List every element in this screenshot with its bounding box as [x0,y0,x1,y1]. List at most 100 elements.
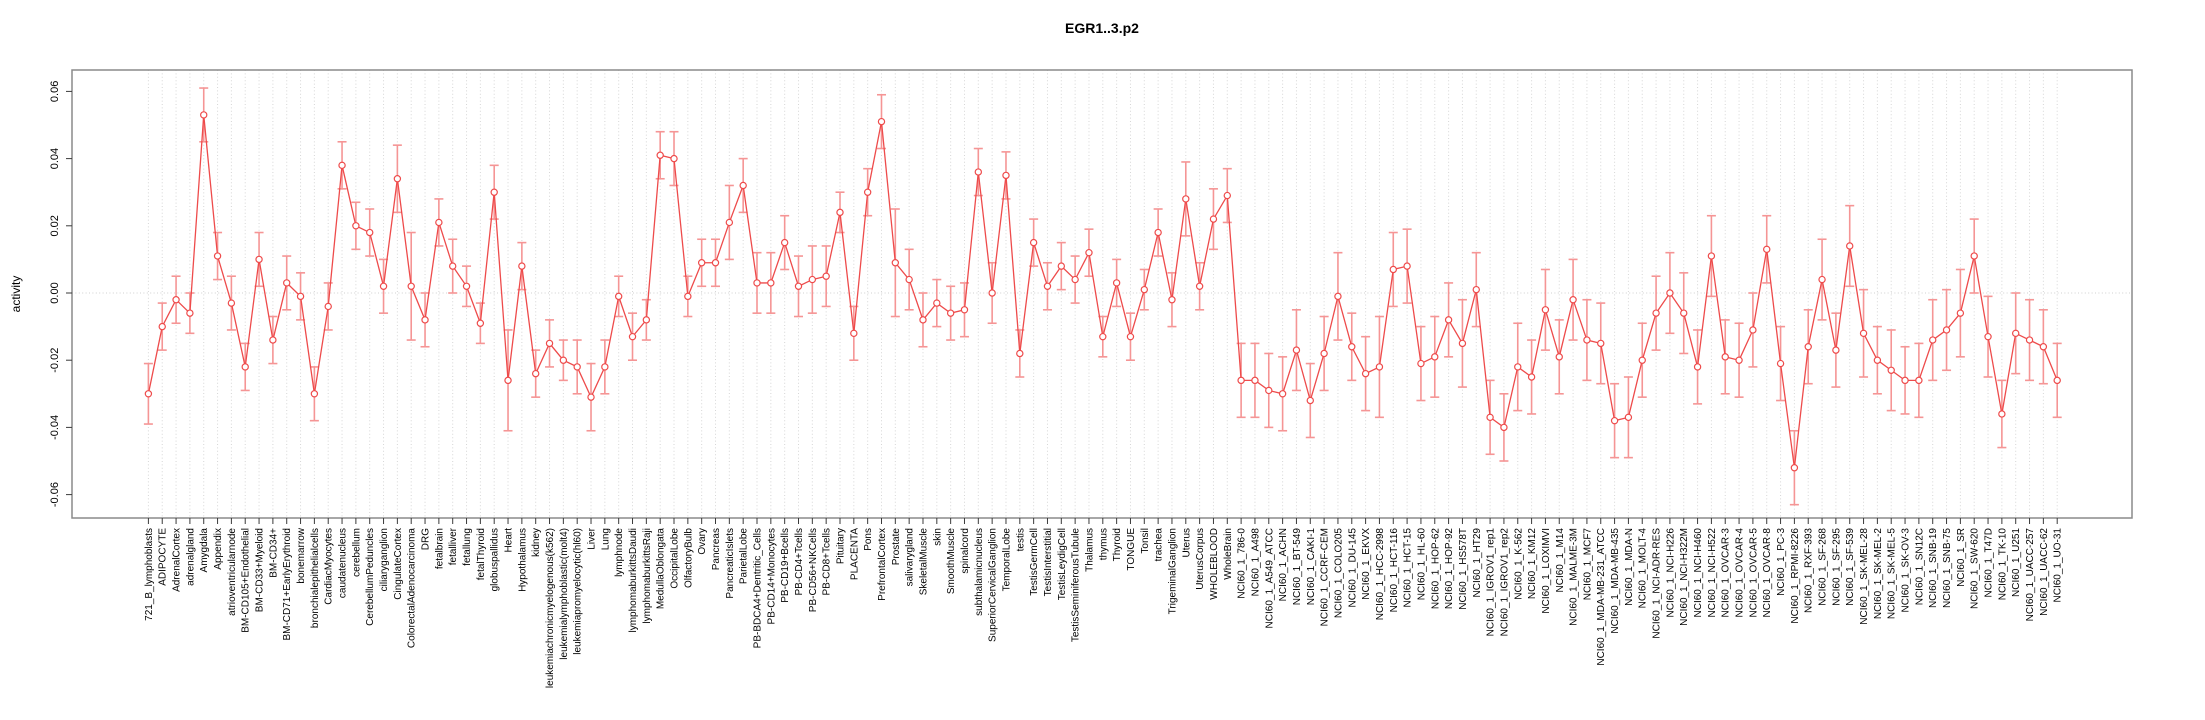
y-tick-label: 0.00 [49,282,61,303]
data-point [1776,359,1785,368]
y-tick-label: 0.02 [49,215,61,236]
data-point [974,168,983,176]
data-point [877,117,886,126]
x-tick-label: NCI60_1_OVCAR-5 [1748,528,1759,618]
data-point [504,376,512,385]
data-point [1693,363,1702,371]
x-tick-label: Prostate [891,528,902,566]
data-point [1569,296,1577,304]
x-tick-label: globuspallidus [490,528,501,591]
x-tick-label: NCI60_1_LOXIMVI [1541,528,1552,614]
x-tick-label: NCI60_1_PC-3 [1776,528,1787,596]
data-point [144,390,153,398]
data-point [988,289,996,297]
data-point [1970,252,1978,260]
data-point [1251,376,1259,385]
x-tick-label: OccipitalLobe [670,528,681,589]
x-tick-label: PB-BDCA4+Dentritic_Cells [753,528,764,648]
x-tick-label: skin [932,528,943,546]
data-point [1666,289,1674,297]
data-point [1016,349,1024,358]
x-tick-label: NCI60_1_786-0 [1237,528,1248,599]
data-point [476,319,485,327]
data-point [739,181,747,190]
data-point [1348,343,1356,351]
data-point [1527,373,1536,381]
x-tick-label: CardiacMyocytes [324,528,335,605]
data-point [573,363,581,371]
data-point [1887,366,1895,374]
data-point [794,282,803,290]
x-tick-label: NCI60_1_IGROV1_rep1 [1486,528,1497,637]
x-tick-label: NCI60_1_MDA-MB-435 [1610,528,1621,634]
data-point [1721,353,1729,361]
x-tick-label: Thalamus [1084,528,1095,572]
x-tick-label: PrefrontalCortex [877,528,888,601]
data-point [1859,329,1868,338]
x-tick-label: ParietalLobe [739,528,750,585]
data-point [808,275,817,284]
x-tick-label: cerebellum [351,528,362,577]
x-tick-label: NCI60_1_MDA-N [1624,528,1635,606]
data-point [200,111,208,119]
data-point [1334,292,1342,301]
x-tick-label: NCI60_1_HCT-15 [1403,528,1414,608]
x-tick-label: Amygdala [199,528,210,573]
x-tick-label: NCI60_1_TK-10 [1997,528,2008,601]
data-point [1541,306,1550,314]
data-point [407,282,415,290]
data-point [1929,336,1937,344]
data-point [1112,279,1121,287]
data-point [1763,245,1771,254]
plot-area [71,69,2133,519]
data-point [1846,242,1854,250]
x-tick-label: NCI60_1_UO-31 [2053,528,2064,603]
x-tick-label: spinalcord [960,528,971,574]
data-point [1168,296,1176,304]
data-point [1431,353,1439,361]
x-tick-label: caudatenucleus [338,528,349,598]
x-tick-label: NCI60_1_K-562 [1513,528,1524,600]
x-tick-label: WholeBrain [1223,528,1234,580]
x-tick-label: TrigeminalGanglion [1167,528,1178,614]
data-point [1638,356,1646,364]
gridlines [72,70,2132,518]
data-point [711,259,720,267]
x-tick-label: BM-CD105+Endothelial [241,528,252,633]
data-point [1680,309,1688,317]
data-point [1901,376,1909,385]
x-tick-label: NCI60_1_OVCAR-4 [1735,528,1746,618]
data-point [324,302,332,311]
x-tick-label: adrenalgland [185,528,196,586]
y-tick-label: 0.04 [49,148,61,169]
data-point [518,262,526,270]
x-tick-label: MedullaOblongata [656,528,667,610]
x-tick-label: BM-CD34+ [268,528,279,578]
data-point [1099,332,1107,341]
x-tick-label: Uterus [1181,528,1192,557]
x-tick-label: NCI60_1_OVCAR-3 [1721,528,1732,618]
x-tick-label: PLACENTA [849,528,860,580]
data-point [158,322,166,331]
x-tick-label: NCI60_1_HS578T [1458,528,1469,610]
data-point [1292,346,1301,354]
x-tick-label: PB-CD8+Tcells [822,528,833,596]
x-tick-label: NCI60_1_RPMI-8226 [1790,528,1801,624]
x-tick-label: Pons [863,528,874,551]
x-tick-label: BM-CD71+EarlyErythroid [282,528,293,641]
y-tick-label: -0.06 [49,482,61,507]
x-tick-label: NCI60_1_HOP-92 [1444,528,1455,610]
x-tick-label: NCI60_1_MALME-3M [1569,528,1580,626]
data-point [379,282,388,290]
x-tick-label: TestisGermCell [1029,528,1040,596]
x-tick-label: NCI60_1_ACHN [1278,528,1289,601]
x-tick-label: PB-CD4+Tcells [794,528,805,596]
data-point [1458,339,1467,348]
data-point [421,316,429,324]
data-point [1597,339,1605,348]
data-point [1029,238,1038,247]
x-tick-label: testis [1015,528,1026,551]
data-point [1915,376,1923,385]
x-tick-label: leukemiapromyelocytic(hl60) [573,528,584,655]
